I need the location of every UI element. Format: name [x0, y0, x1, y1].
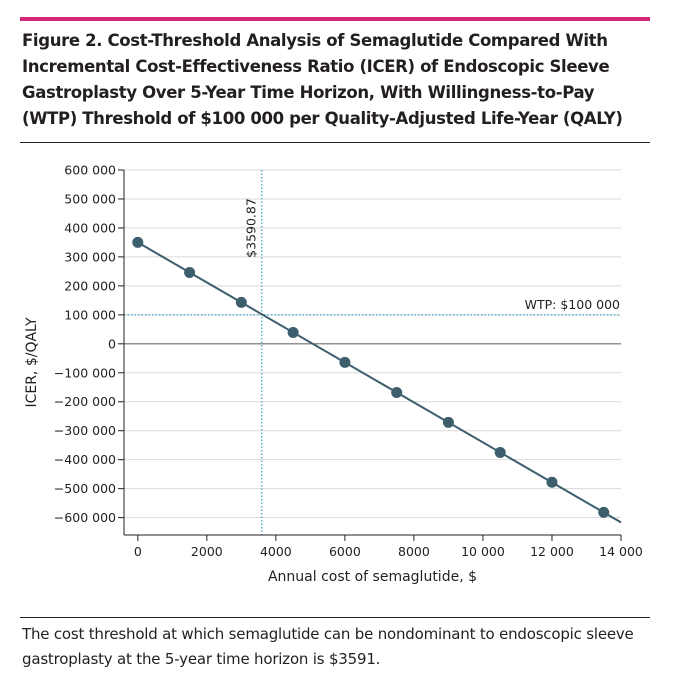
- data-point: [184, 267, 196, 279]
- y-tick-label: −100 000: [54, 365, 116, 380]
- x-tick-label: 14 000: [599, 544, 643, 559]
- cost-threshold-chart: 600 000 500 000 400 000 300 000 200 000 100 0…: [24, 163, 643, 586]
- reference-lines: [124, 170, 621, 535]
- y-tick-label: −300 000: [54, 423, 116, 438]
- y-axis-title: ICER, $/QALY: [24, 317, 40, 408]
- data-point: [442, 416, 454, 428]
- y-tick-label: −500 000: [54, 481, 116, 496]
- data-point: [339, 356, 351, 368]
- cost-threshold-label: $3590.87: [244, 198, 259, 258]
- data-point: [132, 236, 144, 248]
- x-axis-title: Annual cost of semaglutide, $: [268, 569, 477, 585]
- figure-title: Figure 2. Cost-Threshold Analysis of Sem…: [22, 31, 623, 128]
- y-tick-label: −400 000: [54, 452, 116, 467]
- x-tick-label: 12 000: [530, 544, 574, 559]
- data-point: [546, 476, 558, 488]
- x-tick-label: 2000: [191, 544, 223, 559]
- y-tick-label: 300 000: [64, 249, 116, 264]
- data-point: [235, 296, 247, 308]
- data-point: [287, 327, 299, 339]
- data-point: [598, 506, 610, 518]
- chart-labels: 600 000 500 000 400 000 300 000 200 000 100 0…: [24, 163, 643, 586]
- y-tick-label: −600 000: [54, 510, 116, 525]
- data-point: [391, 386, 403, 398]
- caption-divider: [20, 617, 650, 618]
- y-tick-label: 500 000: [64, 191, 116, 206]
- y-tick-label: 200 000: [64, 278, 116, 293]
- wtp-threshold-label: WTP: $100 000: [525, 297, 620, 312]
- y-tick-label: 0: [108, 336, 116, 351]
- x-tick-label: 4000: [260, 544, 292, 559]
- y-tick-label: 400 000: [64, 220, 116, 235]
- figure-caption: The cost threshold at which semaglutide …: [22, 625, 634, 668]
- x-tick-label: 8000: [398, 544, 430, 559]
- y-tick-label: 600 000: [64, 163, 116, 178]
- x-tick-label: 0: [134, 544, 142, 559]
- data-point: [494, 446, 506, 458]
- axes: [118, 169, 622, 541]
- x-tick-label: 6000: [329, 544, 361, 559]
- series-line: [137, 241, 622, 524]
- title-divider: [20, 142, 650, 143]
- y-tick-label: 100 000: [64, 307, 116, 322]
- x-tick-label: 10 000: [461, 544, 505, 559]
- y-tick-label: −200 000: [54, 394, 116, 409]
- series-icer: [132, 236, 622, 524]
- accent-rule: [20, 17, 650, 21]
